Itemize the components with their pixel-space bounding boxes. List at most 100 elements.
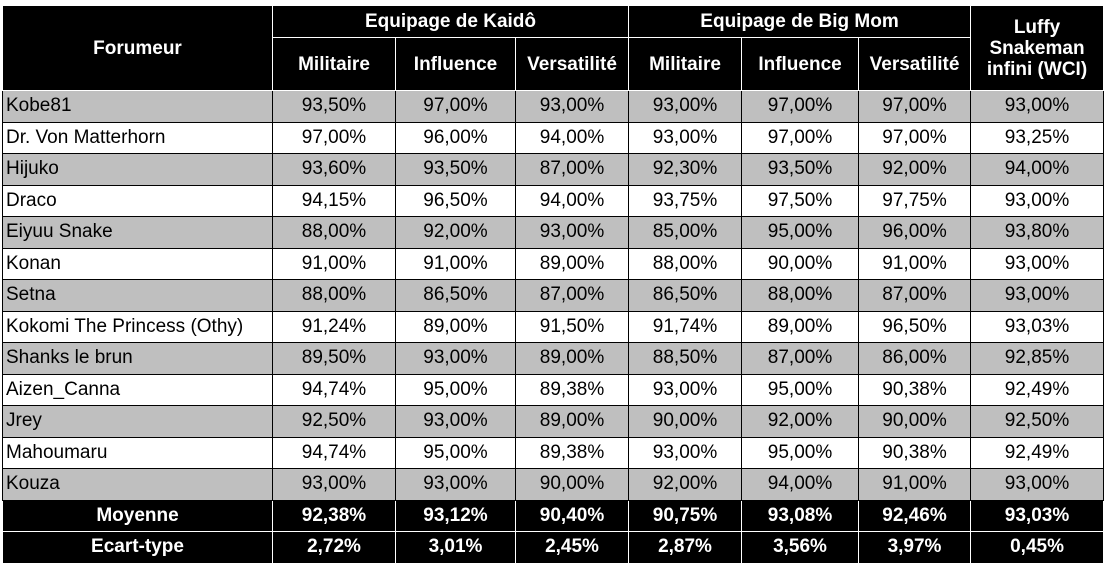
subcolumn-header: Influence bbox=[395, 37, 516, 91]
score-cell: 93,50% bbox=[272, 90, 396, 123]
header-cell: Luffy Snakeman infini (WCI) bbox=[970, 5, 1105, 91]
forumeur-name: Jrey bbox=[2, 405, 273, 438]
score-cell: 95,00% bbox=[741, 373, 860, 406]
score-cell: 97,00% bbox=[741, 90, 860, 123]
score-cell: 89,50% bbox=[272, 342, 396, 375]
score-cell: 93,00% bbox=[970, 468, 1105, 501]
score-cell: 93,00% bbox=[628, 373, 743, 406]
forumeur-name: Konan bbox=[2, 247, 273, 280]
score-cell: 92,00% bbox=[858, 153, 972, 186]
score-cell: 86,50% bbox=[395, 279, 516, 312]
summary-cell: 90,40% bbox=[514, 499, 630, 532]
summary-row: Moyenne 92,38% 93,12% 90,40% 90,75% 93,08% 92,… bbox=[2, 499, 1105, 532]
score-cell: 89,00% bbox=[514, 342, 630, 375]
score-cell: 94,00% bbox=[970, 153, 1105, 186]
score-cell: 94,74% bbox=[272, 373, 396, 406]
group-header: Equipage de Kaidô bbox=[271, 5, 630, 38]
score-cell: 97,00% bbox=[272, 121, 396, 154]
score-cell: 93,00% bbox=[395, 405, 516, 438]
data-row: Aizen_Canna 94,74% 95,00% 89,38% 93,00% 95,00… bbox=[2, 373, 1105, 406]
score-cell: 93,00% bbox=[514, 216, 630, 249]
subcolumn-header: Influence bbox=[741, 37, 860, 91]
score-cell: 95,00% bbox=[395, 436, 516, 469]
score-cell: 91,24% bbox=[272, 310, 396, 343]
score-cell: 95,00% bbox=[741, 216, 860, 249]
score-cell: 93,00% bbox=[514, 90, 630, 123]
score-cell: 93,00% bbox=[395, 342, 516, 375]
data-row: Konan 91,00% 91,00% 89,00% 88,00% 90,00% 91,00… bbox=[2, 247, 1105, 280]
score-cell: 97,00% bbox=[858, 90, 972, 123]
score-cell: 97,50% bbox=[741, 184, 860, 217]
data-row: Shanks le brun 89,50% 93,00% 89,00% 88,50% 87… bbox=[2, 342, 1105, 375]
summary-cell: 93,08% bbox=[741, 499, 860, 532]
score-cell: 88,50% bbox=[628, 342, 743, 375]
data-row: Hijuko 93,60% 93,50% 87,00% 92,30% 93,50% 92,0… bbox=[2, 153, 1105, 186]
score-cell: 92,50% bbox=[970, 405, 1105, 438]
forumeur-name: Kobe81 bbox=[2, 90, 273, 123]
table-header: Forumeur Equipage de Kaidô Equipage de B… bbox=[2, 5, 1105, 91]
score-cell: 91,50% bbox=[514, 310, 630, 343]
score-cell: 92,30% bbox=[628, 153, 743, 186]
group-header: Equipage de Big Mom bbox=[628, 5, 972, 38]
score-cell: 90,38% bbox=[858, 373, 972, 406]
subcolumn-header: Versatilité bbox=[858, 37, 972, 91]
subcolumn-header: Versatilité bbox=[514, 37, 630, 91]
score-cell: 92,00% bbox=[628, 468, 743, 501]
data-row: Setna 88,00% 86,50% 87,00% 86,50% 88,00% 87,00… bbox=[2, 279, 1105, 312]
score-cell: 92,49% bbox=[970, 436, 1105, 469]
score-cell: 91,74% bbox=[628, 310, 743, 343]
score-cell: 89,38% bbox=[514, 373, 630, 406]
forumeur-name: Eiyuu Snake bbox=[2, 216, 273, 249]
score-cell: 97,00% bbox=[395, 90, 516, 123]
score-cell: 91,00% bbox=[395, 247, 516, 280]
header-row: Forumeur Equipage de Kaidô Equipage de B… bbox=[2, 5, 1105, 91]
score-cell: 93,03% bbox=[970, 310, 1105, 343]
score-cell: 93,00% bbox=[272, 468, 396, 501]
score-cell: 88,00% bbox=[272, 216, 396, 249]
score-cell: 93,50% bbox=[395, 153, 516, 186]
forumeur-name: Setna bbox=[2, 279, 273, 312]
data-row: Kouza 93,00% 93,00% 90,00% 92,00% 94,00% 91,00… bbox=[2, 468, 1105, 501]
score-table: Forumeur Equipage de Kaidô Equipage de B… bbox=[2, 5, 1105, 564]
score-cell: 90,00% bbox=[741, 247, 860, 280]
score-cell: 93,00% bbox=[970, 90, 1105, 123]
score-cell: 89,00% bbox=[514, 247, 630, 280]
score-cell: 92,50% bbox=[272, 405, 396, 438]
data-row: Eiyuu Snake 88,00% 92,00% 93,00% 85,00% 95,00… bbox=[2, 216, 1105, 249]
score-cell: 94,00% bbox=[514, 121, 630, 154]
summary-cell: 93,03% bbox=[970, 499, 1105, 532]
score-cell: 90,38% bbox=[858, 436, 972, 469]
score-cell: 94,74% bbox=[272, 436, 396, 469]
data-row: Kobe81 93,50% 97,00% 93,00% 93,00% 97,00% 97,0… bbox=[2, 90, 1105, 123]
score-cell: 91,00% bbox=[858, 247, 972, 280]
data-row: Dr. Von Matterhorn 97,00% 96,00% 94,00% 93,0… bbox=[2, 121, 1105, 154]
summary-cell: 92,46% bbox=[858, 499, 972, 532]
score-cell: 91,00% bbox=[858, 468, 972, 501]
summary-row: Ecart-type 2,72% 3,01% 2,45% 2,87% 3,56% 3,97%… bbox=[2, 531, 1105, 564]
score-cell: 89,00% bbox=[514, 405, 630, 438]
score-cell: 89,00% bbox=[395, 310, 516, 343]
score-cell: 91,00% bbox=[272, 247, 396, 280]
data-row: Draco 94,15% 96,50% 94,00% 93,75% 97,50% 97,75… bbox=[2, 184, 1105, 217]
subcolumn-header: Militaire bbox=[272, 37, 396, 91]
score-cell: 90,00% bbox=[858, 405, 972, 438]
score-cell: 88,00% bbox=[741, 279, 860, 312]
summary-cell: 3,97% bbox=[858, 531, 972, 564]
score-cell: 96,50% bbox=[858, 310, 972, 343]
forumeur-name: Kokomi The Princess (Othy) bbox=[2, 310, 273, 343]
score-cell: 87,00% bbox=[741, 342, 860, 375]
score-cell: 93,60% bbox=[272, 153, 396, 186]
forumeur-name: Kouza bbox=[2, 468, 273, 501]
score-cell: 93,00% bbox=[970, 184, 1105, 217]
forumeur-name: Hijuko bbox=[2, 153, 273, 186]
forumeur-name: Dr. Von Matterhorn bbox=[2, 121, 273, 154]
score-cell: 92,00% bbox=[395, 216, 516, 249]
score-cell: 93,50% bbox=[741, 153, 860, 186]
score-cell: 96,50% bbox=[395, 184, 516, 217]
forumeur-name: Draco bbox=[2, 184, 273, 217]
score-cell: 94,15% bbox=[272, 184, 396, 217]
score-cell: 96,00% bbox=[858, 216, 972, 249]
score-cell: 92,49% bbox=[970, 373, 1105, 406]
score-cell: 93,00% bbox=[628, 436, 743, 469]
